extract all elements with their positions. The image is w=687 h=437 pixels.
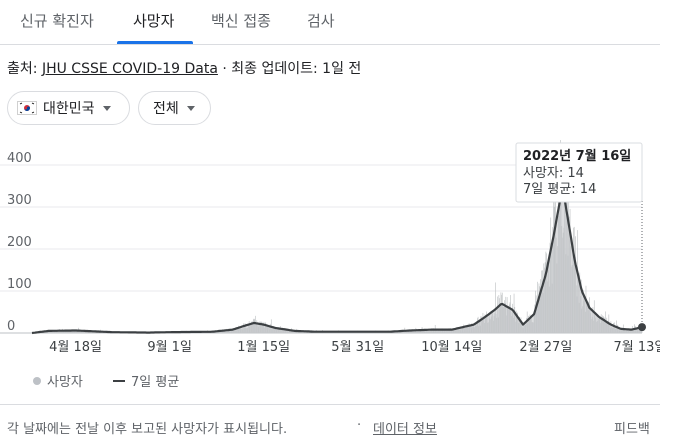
feedback-link[interactable]: 피드백 bbox=[614, 418, 650, 437]
x-tick-label: 9월 1일 bbox=[147, 340, 192, 355]
tooltip-deaths: 사망자: 14 bbox=[523, 166, 584, 181]
source-link[interactable]: JHU CSSE COVID-19 Data bbox=[42, 61, 218, 77]
hover-point bbox=[638, 323, 646, 331]
south-korea-flag-icon bbox=[17, 101, 37, 115]
legend-line-icon bbox=[113, 380, 125, 382]
last-update: 최종 업데이트: 1일 전 bbox=[231, 61, 361, 77]
footer-dot: · bbox=[357, 418, 361, 433]
deaths-chart[interactable]: 0 100 200 300 400 4월 18일 9월 1일 1월 15일 5월 31일 10월 … bbox=[0, 140, 660, 365]
legend-deaths: 사망자 bbox=[33, 371, 83, 390]
tooltip-date: 2022년 7월 16일 bbox=[523, 148, 631, 164]
source-prefix: 출처: bbox=[7, 61, 42, 77]
chevron-down-icon bbox=[187, 106, 195, 111]
tab-vaccinations[interactable]: 백신 접종 bbox=[211, 10, 271, 31]
legend-dot-icon bbox=[33, 377, 41, 385]
source-line: 출처: JHU CSSE COVID-19 Data · 최종 업데이트: 1일… bbox=[7, 58, 361, 78]
country-label: 대한민국 bbox=[43, 98, 95, 118]
x-tick-label: 4월 18일 bbox=[49, 340, 102, 355]
y-tick-label: 0 bbox=[7, 319, 15, 334]
legend-avg-label: 7일 평균 bbox=[131, 371, 179, 390]
tab-deaths[interactable]: 사망자 bbox=[133, 10, 174, 31]
x-tick-label: 7월 13일 bbox=[613, 340, 660, 355]
footer-note: 각 날짜에는 전날 이후 보고된 사망자가 표시됩니다. bbox=[7, 418, 287, 437]
y-tick-label: 400 bbox=[7, 151, 32, 166]
data-info-link[interactable]: 데이터 정보 bbox=[373, 418, 437, 437]
active-tab-indicator bbox=[117, 41, 193, 44]
tooltip-avg: 7일 평균: 14 bbox=[523, 182, 596, 197]
avg-area bbox=[32, 195, 642, 333]
tab-testing[interactable]: 검사 bbox=[307, 10, 335, 31]
x-tick-label: 1월 15일 bbox=[237, 340, 290, 355]
country-dropdown[interactable]: 대한민국 bbox=[7, 91, 130, 125]
y-tick-label: 100 bbox=[7, 277, 32, 292]
legend-deaths-label: 사망자 bbox=[47, 371, 83, 390]
y-tick-label: 200 bbox=[7, 235, 32, 250]
x-tick-label: 10월 14일 bbox=[421, 340, 482, 355]
x-tick-label: 2월 27일 bbox=[519, 340, 572, 355]
tab-new-cases[interactable]: 신규 확진자 bbox=[20, 10, 94, 31]
source-separator: · bbox=[218, 61, 231, 77]
scope-dropdown[interactable]: 전체 bbox=[138, 91, 211, 125]
chevron-down-icon bbox=[103, 106, 111, 111]
tab-bar: 신규 확진자 사망자 백신 접종 검사 bbox=[0, 0, 660, 45]
scope-label: 전체 bbox=[153, 98, 179, 118]
footer: 각 날짜에는 전날 이후 보고된 사망자가 표시됩니다. · 데이터 정보 피드… bbox=[0, 404, 660, 436]
legend-avg: 7일 평균 bbox=[113, 371, 179, 390]
y-tick-label: 300 bbox=[7, 193, 32, 208]
x-tick-label: 5월 31일 bbox=[331, 340, 384, 355]
